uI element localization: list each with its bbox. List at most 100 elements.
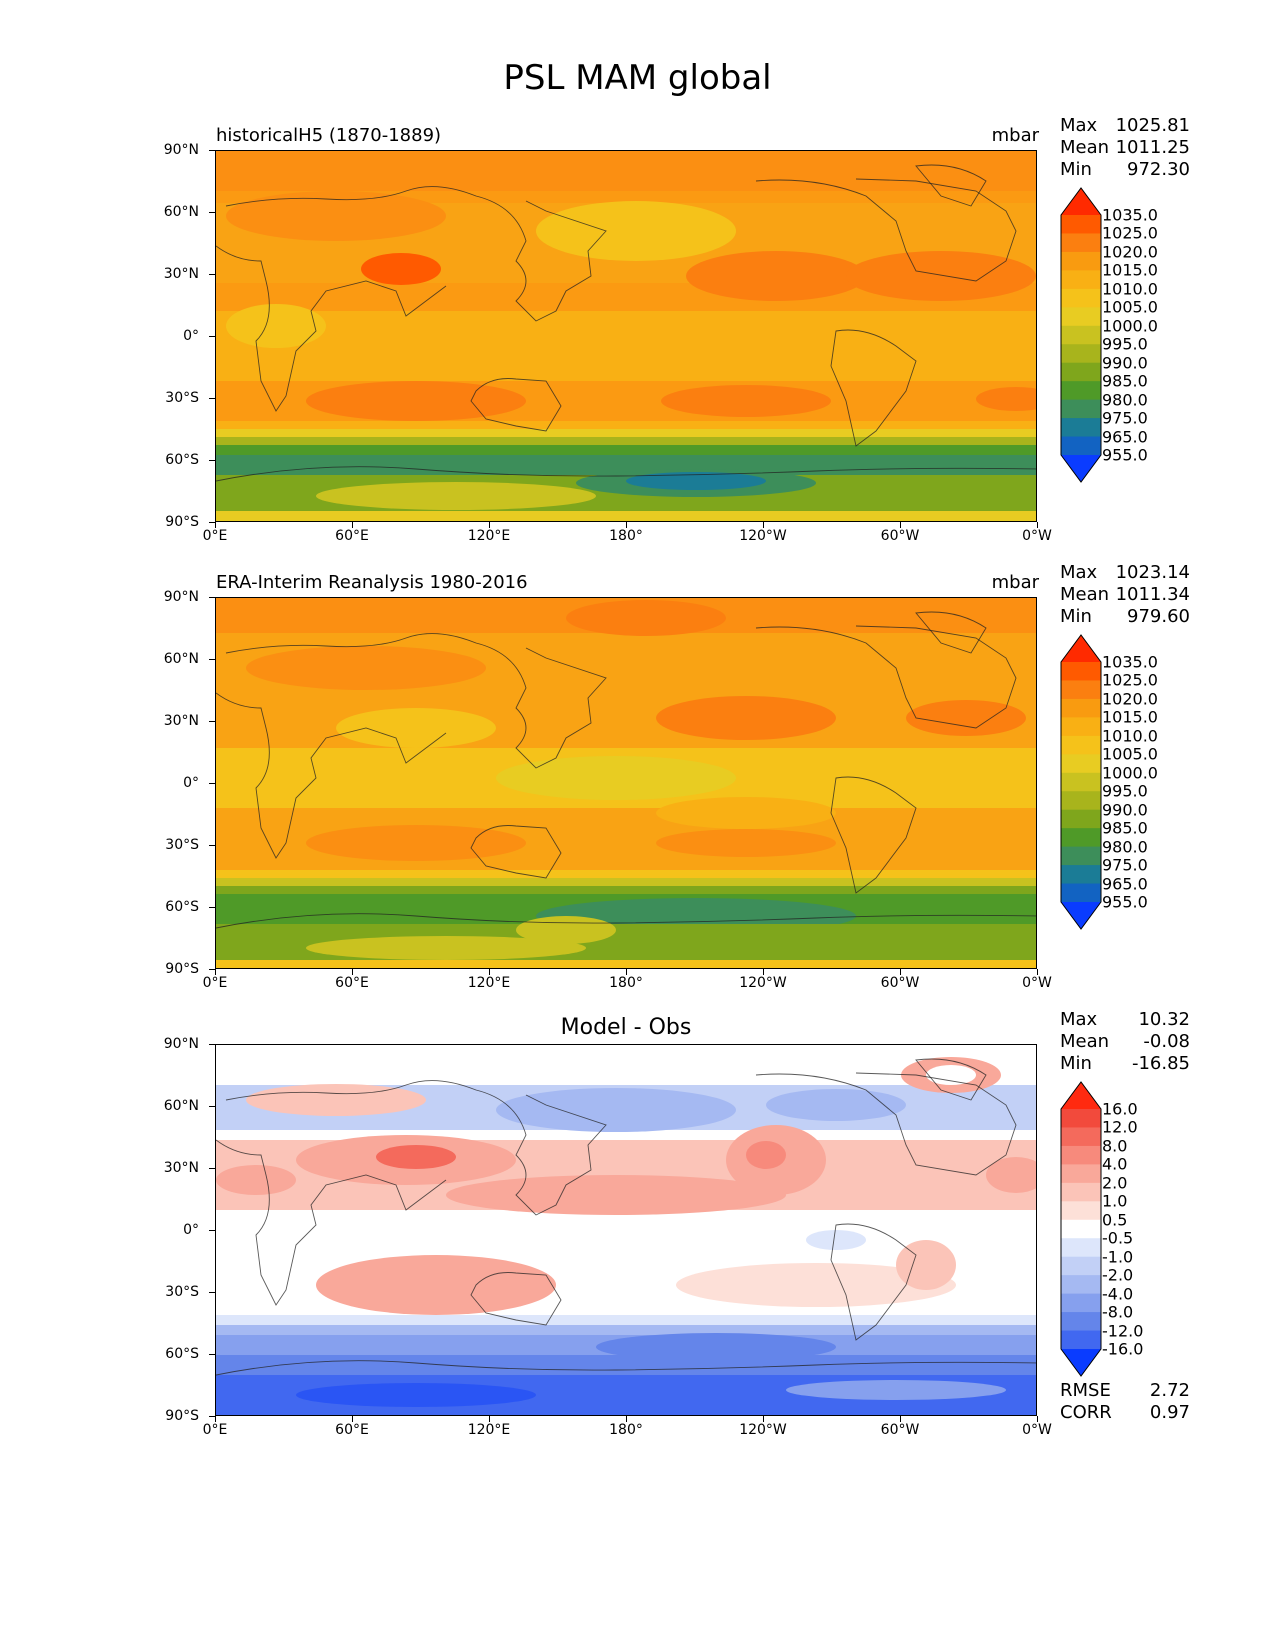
- colorbar-swatch: [1061, 233, 1101, 253]
- colorbar-swatch: [1061, 1293, 1101, 1313]
- colorbar-swatch: [1061, 1182, 1101, 1202]
- mean-label: Mean: [1060, 137, 1110, 158]
- lon-tick-label: 60°W: [880, 975, 920, 991]
- colorbar-swatch: [1061, 1201, 1101, 1221]
- lat-tick-label: 0°: [183, 775, 199, 791]
- colorbar-outline: [1060, 187, 1102, 483]
- lon-tick-label: 0°W: [1022, 528, 1052, 544]
- colorbar-swatch: [1061, 754, 1101, 774]
- lat-tick-label: 60°S: [165, 1346, 199, 1362]
- lat-tick-label: 30°S: [165, 390, 199, 406]
- lon-tick-mark: [763, 1416, 764, 1422]
- min-value: -16.85: [1131, 1053, 1190, 1074]
- rmse-label: RMSE: [1060, 1380, 1111, 1401]
- panel-diff: Model - Obs Max 10.32 Mean -0.08 Min -16.85: [0, 1009, 1275, 1479]
- map-plot: [215, 1044, 1037, 1416]
- lon-tick-label: 60°E: [335, 1422, 369, 1438]
- lon-tick-mark: [626, 522, 627, 528]
- colorbar-swatch: [1061, 270, 1101, 290]
- stats-box: Max 10.32 Mean -0.08 Min -16.85: [1060, 1009, 1190, 1075]
- lon-tick-mark: [763, 969, 764, 975]
- colorbar-swatch: [1061, 1330, 1101, 1350]
- mean-value: 1011.34: [1115, 584, 1190, 605]
- colorbar-level-label: 965.0: [1102, 874, 1148, 894]
- colorbar-level-label: 975.0: [1102, 855, 1148, 875]
- lat-tick-mark: [209, 398, 215, 399]
- lon-tick-label: 0°W: [1022, 1422, 1052, 1438]
- map-plot: [215, 150, 1037, 522]
- page-title: PSL MAM global: [503, 58, 772, 98]
- colorbar-level-label: 985.0: [1102, 371, 1148, 391]
- colorbar-level-label: 985.0: [1102, 818, 1148, 838]
- lon-tick-mark: [1037, 1416, 1038, 1422]
- colorbar-swatch: [1061, 791, 1101, 811]
- colorbar-level-label: 1025.0: [1102, 223, 1158, 243]
- colorbar-level-label: 1015.0: [1102, 260, 1158, 280]
- lon-tick-label: 180°: [609, 975, 643, 991]
- lat-tick-label: 60°S: [165, 452, 199, 468]
- colorbar-level-label: -2.0: [1102, 1265, 1134, 1285]
- lat-tick-mark: [209, 1292, 215, 1293]
- colorbar-level-label: 1005.0: [1102, 297, 1158, 317]
- colorbar-level-label: 1010.0: [1102, 279, 1158, 299]
- corr-label: CORR: [1060, 1402, 1112, 1423]
- lat-tick-label: 90°S: [165, 961, 199, 977]
- colorbar-level-label: 1020.0: [1102, 689, 1158, 709]
- colorbar-level-label: 990.0: [1102, 353, 1148, 373]
- lat-tick-label: 90°N: [163, 142, 199, 158]
- lon-tick-label: 60°W: [880, 528, 920, 544]
- lon-tick-label: 60°W: [880, 1422, 920, 1438]
- lat-tick-label: 30°S: [165, 1284, 199, 1300]
- panel-label: ERA-Interim Reanalysis 1980-2016: [216, 572, 528, 593]
- lat-tick-label: 30°N: [163, 713, 199, 729]
- lat-tick-mark: [209, 1230, 215, 1231]
- lon-tick-mark: [489, 969, 490, 975]
- colorbar: [1060, 634, 1104, 930]
- colorbar-swatch: [1061, 662, 1101, 681]
- max-label: Max: [1060, 1009, 1098, 1030]
- colorbar-swatch: [1061, 362, 1101, 382]
- lat-tick-mark: [209, 336, 215, 337]
- mean-label: Mean: [1060, 1031, 1110, 1052]
- colorbar-level-label: 1020.0: [1102, 242, 1158, 262]
- colorbar-level-label: 980.0: [1102, 390, 1148, 410]
- colorbar-swatch: [1061, 828, 1101, 848]
- colorbar-swatch: [1061, 902, 1101, 929]
- lon-tick-mark: [215, 522, 216, 528]
- lon-tick-label: 60°E: [335, 975, 369, 991]
- lat-tick-mark: [209, 150, 215, 151]
- colorbar: [1060, 187, 1104, 483]
- colorbar-level-label: 980.0: [1102, 837, 1148, 857]
- lon-tick-label: 180°: [609, 528, 643, 544]
- lat-tick-mark: [209, 212, 215, 213]
- colorbar-level-label: 975.0: [1102, 408, 1148, 428]
- colorbar-swatch: [1061, 436, 1101, 456]
- lat-tick-mark: [209, 1106, 215, 1107]
- colorbar-swatch: [1061, 1145, 1101, 1165]
- lat-tick-mark: [209, 522, 215, 523]
- colorbar-swatch: [1061, 846, 1101, 866]
- colorbar-swatch: [1061, 381, 1101, 401]
- lon-tick-mark: [352, 522, 353, 528]
- max-label: Max: [1060, 115, 1098, 136]
- lon-tick-mark: [900, 522, 901, 528]
- colorbar-level-label: 1.0: [1102, 1191, 1128, 1211]
- min-value: 979.60: [1127, 606, 1190, 627]
- colorbar-swatch: [1061, 1349, 1101, 1376]
- min-value: 972.30: [1127, 159, 1190, 180]
- colorbar-level-label: 1015.0: [1102, 707, 1158, 727]
- lat-tick-label: 30°N: [163, 266, 199, 282]
- colorbar-level-label: -4.0: [1102, 1284, 1134, 1304]
- lat-tick-label: 0°: [183, 328, 199, 344]
- lat-tick-mark: [209, 597, 215, 598]
- colorbar-swatch: [1061, 1312, 1101, 1332]
- lat-tick-label: 60°S: [165, 899, 199, 915]
- panel-model: historicalH5 (1870-1889) mbar Max 1025.81…: [0, 115, 1275, 585]
- colorbar-swatch: [1061, 188, 1101, 215]
- max-value: 1025.81: [1115, 115, 1190, 136]
- lat-tick-label: 30°S: [165, 837, 199, 853]
- colorbar-swatch: [1061, 455, 1101, 482]
- colorbar-outline: [1060, 634, 1102, 930]
- panel-label: Model - Obs: [560, 1015, 692, 1040]
- colorbar-level-label: 1025.0: [1102, 670, 1158, 690]
